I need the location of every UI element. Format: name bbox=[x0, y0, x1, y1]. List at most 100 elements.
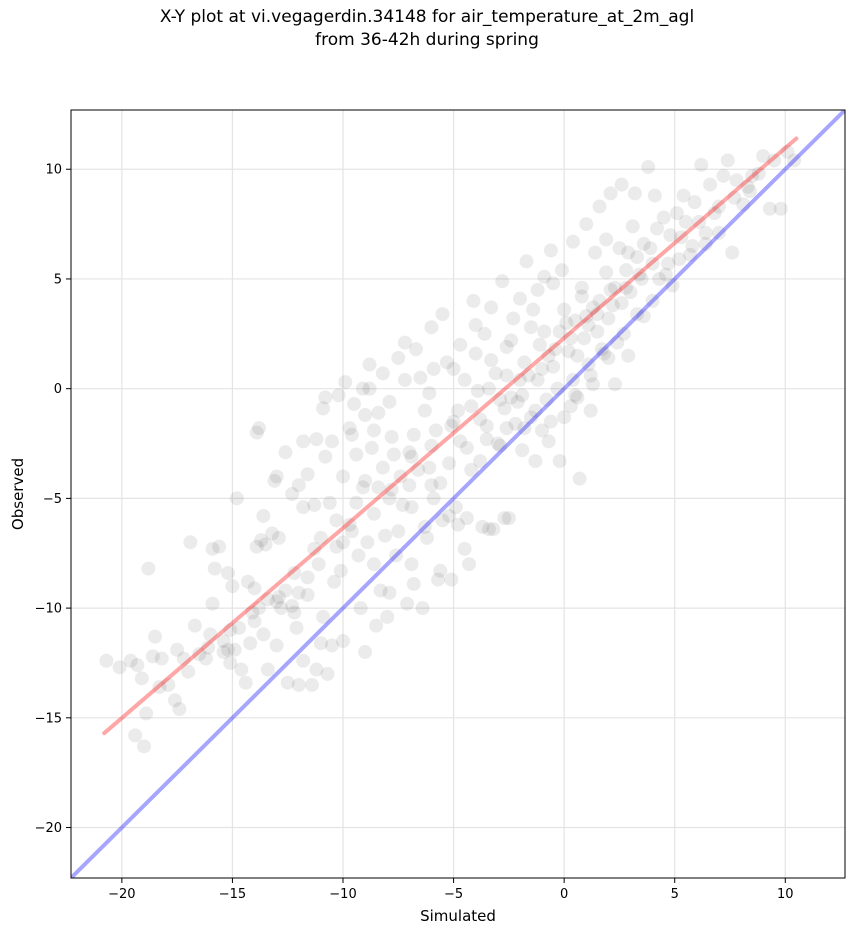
data-point bbox=[599, 265, 614, 280]
data-point bbox=[336, 469, 351, 484]
data-point bbox=[475, 519, 490, 534]
data-point bbox=[349, 447, 364, 462]
data-point bbox=[375, 460, 390, 475]
data-point bbox=[711, 199, 726, 214]
data-point bbox=[623, 285, 638, 300]
data-point bbox=[499, 421, 514, 436]
data-point bbox=[318, 390, 333, 405]
data-point bbox=[742, 184, 757, 199]
data-point bbox=[338, 375, 353, 390]
data-point bbox=[435, 513, 450, 528]
data-point bbox=[256, 627, 271, 642]
data-point bbox=[592, 293, 607, 308]
data-point bbox=[559, 315, 574, 330]
data-point bbox=[183, 535, 198, 550]
data-point bbox=[672, 252, 687, 267]
data-point bbox=[481, 522, 496, 537]
data-point bbox=[561, 344, 576, 359]
data-point bbox=[588, 245, 603, 260]
data-point bbox=[232, 620, 247, 635]
data-point bbox=[342, 517, 357, 532]
data-point bbox=[205, 541, 220, 556]
data-point bbox=[621, 348, 636, 363]
data-point bbox=[539, 392, 554, 407]
data-point bbox=[479, 418, 494, 433]
data-point bbox=[411, 462, 426, 477]
data-point bbox=[541, 348, 556, 363]
data-point bbox=[493, 438, 508, 453]
reference-lines bbox=[71, 110, 845, 878]
data-point bbox=[517, 421, 532, 436]
data-point bbox=[481, 381, 496, 396]
data-point bbox=[444, 418, 459, 433]
data-point bbox=[212, 539, 227, 554]
data-point bbox=[336, 535, 351, 550]
data-point bbox=[307, 497, 322, 512]
y-tick-label: −5 bbox=[43, 492, 62, 507]
data-point bbox=[269, 638, 284, 653]
data-point bbox=[245, 605, 260, 620]
data-point bbox=[605, 298, 620, 313]
data-point bbox=[309, 662, 324, 677]
data-point bbox=[260, 592, 275, 607]
data-point bbox=[703, 177, 718, 192]
y-tick-label: −15 bbox=[35, 711, 62, 726]
data-point bbox=[223, 655, 238, 670]
data-point bbox=[603, 282, 618, 297]
data-point bbox=[433, 476, 448, 491]
data-point bbox=[630, 250, 645, 265]
data-point bbox=[457, 372, 472, 387]
data-point bbox=[466, 293, 481, 308]
data-point bbox=[535, 361, 550, 376]
data-point bbox=[192, 647, 207, 662]
data-point bbox=[141, 561, 156, 576]
data-point bbox=[565, 234, 580, 249]
data-point bbox=[616, 326, 631, 341]
data-point bbox=[676, 188, 691, 203]
data-point bbox=[366, 506, 381, 521]
data-point bbox=[488, 366, 503, 381]
data-point bbox=[130, 658, 145, 673]
data-point bbox=[557, 302, 572, 317]
data-point bbox=[619, 280, 634, 295]
data-point bbox=[453, 337, 468, 352]
data-point bbox=[625, 219, 640, 234]
data-point bbox=[417, 519, 432, 534]
data-point bbox=[687, 195, 702, 210]
x-tick-label: 5 bbox=[671, 887, 679, 902]
data-point bbox=[780, 144, 795, 159]
data-point bbox=[136, 739, 151, 754]
data-point bbox=[395, 497, 410, 512]
data-point bbox=[550, 381, 565, 396]
data-point bbox=[327, 574, 342, 589]
data-point bbox=[594, 342, 609, 357]
data-point bbox=[647, 188, 662, 203]
data-point bbox=[579, 217, 594, 232]
data-point bbox=[369, 618, 384, 633]
data-point bbox=[448, 500, 463, 515]
data-point bbox=[459, 511, 474, 526]
x-tick-label: −5 bbox=[444, 887, 463, 902]
data-point bbox=[581, 357, 596, 372]
data-point bbox=[364, 440, 379, 455]
data-point bbox=[378, 528, 393, 543]
data-point bbox=[499, 368, 514, 383]
data-point bbox=[535, 423, 550, 438]
data-point bbox=[187, 618, 202, 633]
data-point bbox=[572, 471, 587, 486]
data-point bbox=[632, 267, 647, 282]
y-tick-label: 10 bbox=[45, 163, 62, 178]
data-point bbox=[490, 436, 505, 451]
data-point bbox=[439, 355, 454, 370]
data-point bbox=[371, 405, 386, 420]
data-point bbox=[265, 526, 280, 541]
data-point bbox=[537, 324, 552, 339]
data-point bbox=[683, 247, 698, 262]
data-point bbox=[661, 256, 676, 271]
data-point bbox=[725, 245, 740, 260]
data-point bbox=[152, 680, 167, 695]
data-point bbox=[313, 636, 328, 651]
data-point bbox=[128, 728, 143, 743]
data-point bbox=[267, 473, 282, 488]
data-point bbox=[375, 366, 390, 381]
